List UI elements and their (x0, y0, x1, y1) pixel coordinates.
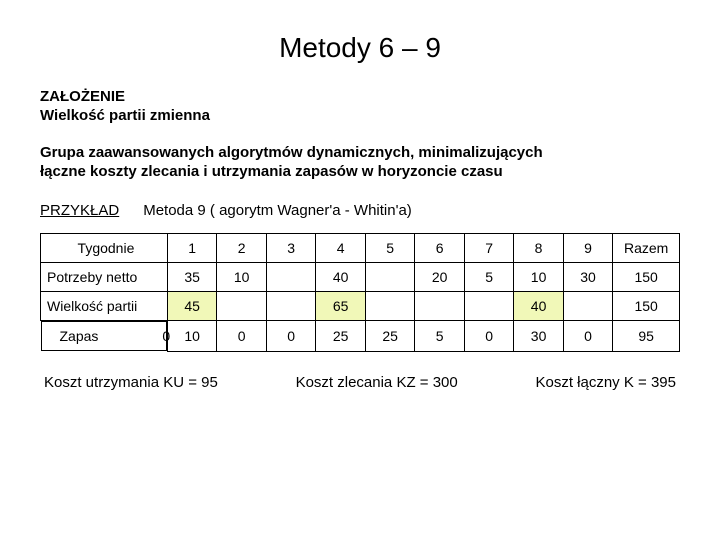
table-cell: 5 (415, 321, 464, 352)
table-cell: 0 (464, 321, 513, 352)
col-header-week: 7 (464, 234, 513, 263)
assumption-text: Wielkość partii zmienna (40, 107, 680, 124)
table-cell: 5 (464, 263, 513, 292)
example-method: Metoda 9 ( agorytm Wagner'a - Whitin'a) (143, 202, 412, 219)
table-cell: 65 (316, 292, 365, 321)
table-cell: 25 (365, 321, 414, 352)
col-header-week: 2 (217, 234, 266, 263)
table-cell: 45 (167, 292, 216, 321)
assumption-heading: ZAŁOŻENIE (40, 88, 680, 105)
table-cell (415, 292, 464, 321)
table-cell (464, 292, 513, 321)
col-header-week: 4 (316, 234, 365, 263)
cost-total: Koszt łączny K = 395 (535, 374, 676, 391)
row-label: Wielkość partii (41, 292, 168, 321)
table-cell: 0 (563, 321, 612, 352)
table-cell: 25 (316, 321, 365, 352)
row-label: Zapas0 (41, 321, 167, 351)
table-cell (266, 292, 315, 321)
row-label: Potrzeby netto (41, 263, 168, 292)
col-header-week: 6 (415, 234, 464, 263)
cost-ku: Koszt utrzymania KU = 95 (44, 374, 218, 391)
col-header-week: 5 (365, 234, 414, 263)
col-header-total: Razem (613, 234, 680, 263)
table-cell: 40 (316, 263, 365, 292)
table-cell: 10 (514, 263, 563, 292)
description-line-2: łączne koszty zlecania i utrzymania zapa… (40, 163, 680, 180)
cost-kz: Koszt zlecania KZ = 300 (296, 374, 458, 391)
table-cell (563, 292, 612, 321)
table-cell: 35 (167, 263, 216, 292)
table-cell (266, 263, 315, 292)
col-header-week: 9 (563, 234, 612, 263)
col-header-week: 3 (266, 234, 315, 263)
data-table: Tygodnie123456789RazemPotrzeby netto3510… (40, 233, 680, 352)
table-cell: 30 (563, 263, 612, 292)
table-cell: 150 (613, 292, 680, 321)
table-cell: 30 (514, 321, 563, 352)
table-cell: 0 (266, 321, 315, 352)
table-cell: 95 (613, 321, 680, 352)
description-line-1: Grupa zaawansowanych algorytmów dynamicz… (40, 144, 680, 161)
table-cell: 0 (217, 321, 266, 352)
page-title: Metody 6 – 9 (40, 32, 680, 64)
table-cell (365, 292, 414, 321)
example-label: PRZYKŁAD (40, 202, 119, 219)
col-header-week: 1 (167, 234, 216, 263)
col-header-weeks: Tygodnie (41, 234, 168, 263)
summary-row: Koszt utrzymania KU = 95 Koszt zlecania … (40, 374, 680, 391)
col-header-week: 8 (514, 234, 563, 263)
example-line: PRZYKŁAD Metoda 9 ( agorytm Wagner'a - Wh… (40, 202, 680, 219)
table-cell: 150 (613, 263, 680, 292)
table-cell (365, 263, 414, 292)
table-cell: 20 (415, 263, 464, 292)
table-cell (217, 292, 266, 321)
table-cell: 10 (217, 263, 266, 292)
table-cell: 40 (514, 292, 563, 321)
table-cell: 10 (167, 321, 216, 352)
